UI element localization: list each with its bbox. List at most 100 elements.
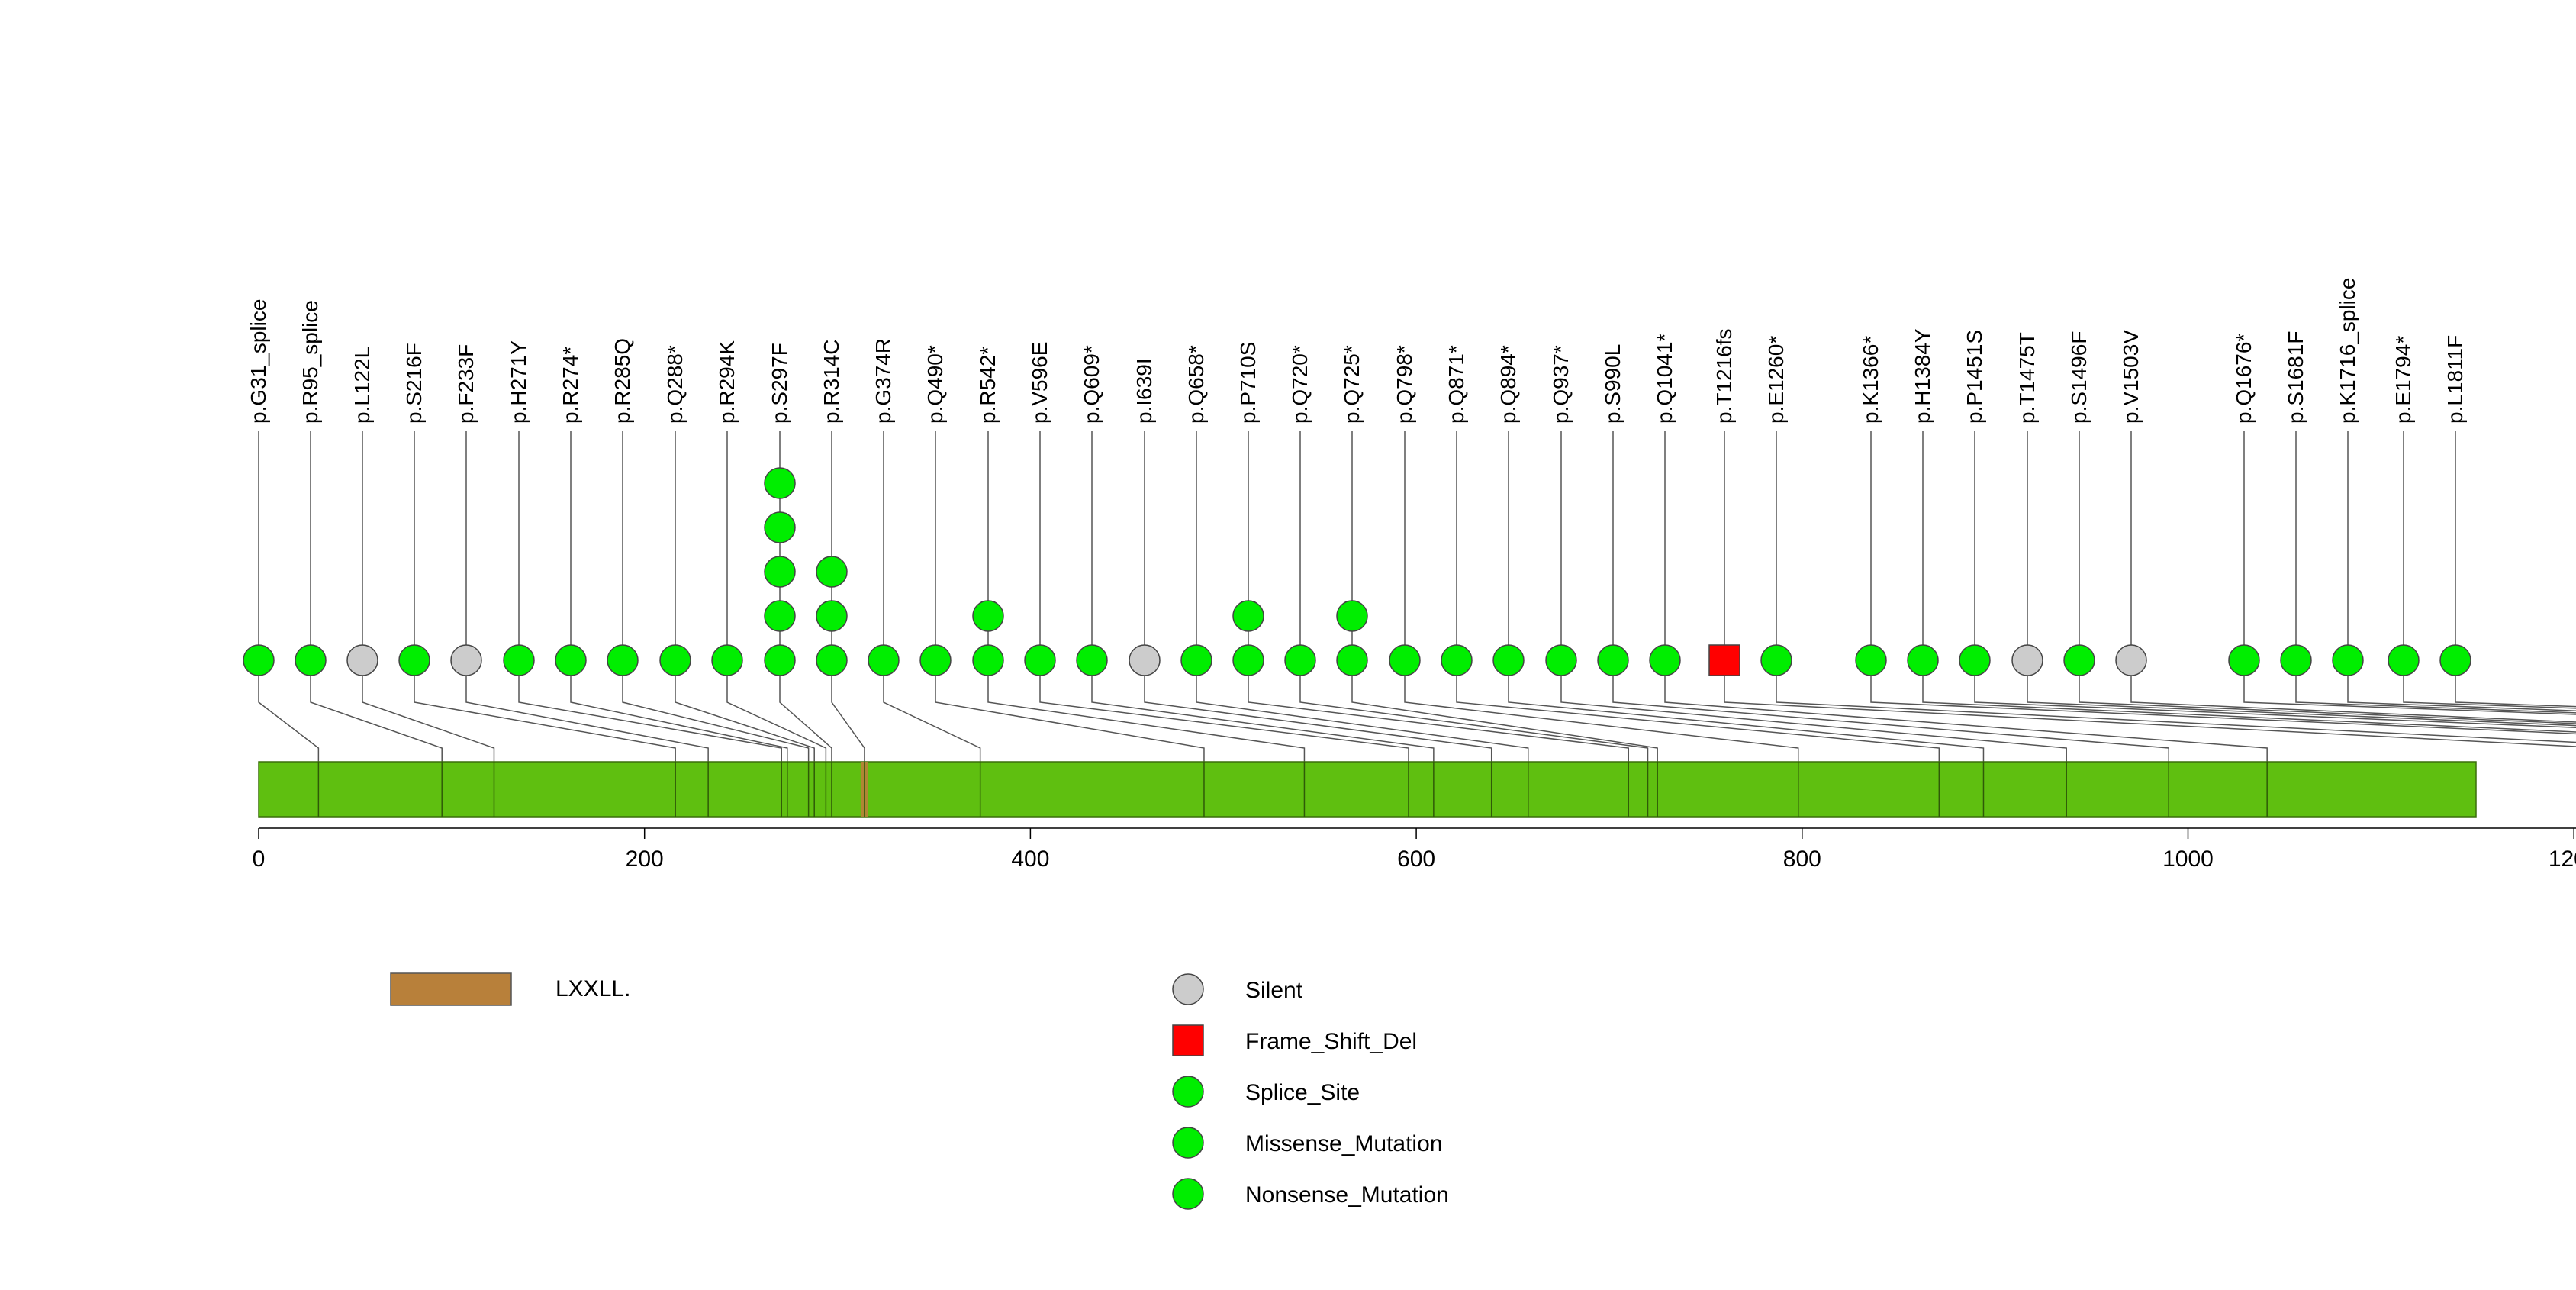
mutation-label: p.R314C — [819, 339, 843, 424]
mutation-marker — [1024, 644, 1056, 676]
mutation-marker — [450, 644, 482, 676]
connector-line — [2130, 676, 2576, 723]
mutation-label: p.Q937* — [1549, 345, 1573, 424]
connector-line — [1922, 676, 2576, 733]
x-axis: 020040060080010001200140016001800 — [253, 827, 2576, 872]
mutation-labels: p.G31_splice p.R95_splice p.L122L p.S216F p.… — [246, 278, 2467, 424]
mutation-marker — [555, 644, 587, 676]
connector-line — [1196, 676, 1529, 762]
connector-line — [2455, 676, 2576, 708]
mutation-marker — [1649, 644, 1681, 676]
mutation-marker — [764, 644, 796, 676]
mutation-marker — [764, 467, 796, 499]
mutation-marker — [1441, 644, 1473, 676]
x-axis-tick-label: 600 — [1397, 847, 1435, 872]
connector-line — [2079, 676, 2576, 724]
mutation-label: p.Q725* — [1340, 345, 1364, 424]
mutation-marker — [607, 644, 639, 676]
mutation-label: p.Q894* — [1496, 345, 1520, 424]
mutation-label: p.Q609* — [1080, 345, 1103, 424]
connector-line — [883, 676, 981, 762]
protein-bar — [258, 761, 2477, 818]
mutation-label: p.R95_splice — [298, 300, 322, 424]
mutation-markers — [243, 467, 2471, 676]
legend-domain-label: LXXLL. — [555, 976, 630, 1001]
connector-line — [1299, 676, 1649, 762]
x-axis-tick-label: 200 — [626, 847, 664, 872]
connector-line — [518, 676, 782, 762]
connector-line — [987, 676, 1306, 762]
mutation-marker — [764, 600, 796, 632]
mutation-marker — [764, 511, 796, 543]
mutation-marker — [1180, 644, 1212, 676]
connector-line — [258, 676, 320, 762]
mutation-label: p.H271Y — [507, 340, 530, 424]
connector-line — [2347, 676, 2576, 711]
mutation-label: p.Q1676* — [2232, 334, 2256, 424]
mutation-marker — [1076, 644, 1108, 676]
mutation-marker — [2063, 644, 2095, 676]
mutation-label: p.T1216fs — [1712, 328, 1736, 424]
mutation-marker — [919, 644, 952, 676]
mutation-label: p.T1475T — [2015, 332, 2039, 424]
mutation-label: p.Q288* — [663, 345, 687, 424]
mutation-label: p.S1681F — [2284, 331, 2307, 424]
mutation-marker — [711, 644, 743, 676]
mutation-label: p.H1384Y — [1911, 328, 1934, 424]
mutation-marker — [1959, 644, 1991, 676]
x-axis-tick-label: 800 — [1783, 847, 1821, 872]
mutation-marker — [1760, 644, 1792, 676]
mutation-label: p.Q798* — [1393, 345, 1416, 424]
connector-line — [1870, 676, 2576, 735]
mutation-marker — [1708, 644, 1740, 676]
connector-line — [2027, 676, 2576, 727]
connector-line — [310, 676, 443, 762]
mutation-marker — [1492, 644, 1525, 676]
mutation-marker — [1907, 644, 1939, 676]
mutation-marker — [1232, 644, 1264, 676]
connector-lines — [258, 676, 2576, 762]
mutation-marker — [503, 644, 535, 676]
legend-marker — [1172, 1076, 1204, 1108]
mutation-label: p.Q720* — [1288, 345, 1312, 424]
legend-marker — [1172, 1178, 1204, 1210]
mutation-label: p.F233F — [454, 344, 478, 424]
mutation-label: p.P710S — [1236, 342, 1260, 424]
mutation-marker — [868, 644, 900, 676]
legend-mutation-label: Silent — [1245, 978, 1303, 1003]
mutation-label: p.S216F — [402, 343, 426, 424]
mutation-marker — [816, 600, 848, 632]
connector-line — [726, 676, 827, 762]
connector-line — [1404, 676, 1799, 762]
mutation-marker — [346, 644, 378, 676]
mutation-marker — [764, 556, 796, 588]
mutation-label: p.E1794* — [2391, 336, 2415, 424]
mutation-label: p.Q1041* — [1653, 334, 1676, 424]
connector-line — [2295, 676, 2576, 714]
connector-line — [414, 676, 676, 762]
mutation-label: p.S990L — [1601, 344, 1624, 424]
connector-line — [570, 676, 788, 762]
mutation-label: p.E1260* — [1764, 336, 1788, 424]
mutation-label: p.K1716_splice — [2336, 278, 2359, 424]
connector-line — [1144, 676, 1492, 762]
mutation-marker — [1284, 644, 1316, 676]
connector-line — [1560, 676, 2067, 762]
connector-line — [1664, 676, 2268, 762]
mutation-label: p.Q658* — [1184, 345, 1208, 424]
legend: LXXLL. Silent Frame_Shift_Del Splice_Site Mi… — [390, 972, 1449, 1210]
mutation-marker — [2439, 644, 2471, 676]
connector-line — [465, 676, 709, 762]
legend-mutation-label: Frame_Shift_Del — [1245, 1029, 1417, 1054]
mutation-label: p.L1811F — [2443, 335, 2467, 424]
protein-track — [258, 761, 2477, 818]
x-axis-tick-label: 0 — [253, 847, 266, 872]
legend-marker — [1172, 1127, 1204, 1159]
mutation-label: p.G31_splice — [246, 299, 270, 424]
mutation-marker — [659, 644, 691, 676]
mutation-label: p.I639I — [1132, 358, 1156, 424]
mutation-marker — [2332, 644, 2364, 676]
mutation-marker — [2388, 644, 2420, 676]
connector-line — [1776, 676, 2576, 743]
